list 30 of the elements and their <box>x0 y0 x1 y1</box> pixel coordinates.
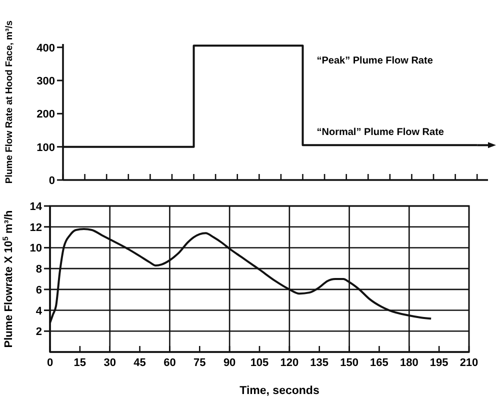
x-tick-label: 210 <box>460 357 478 369</box>
x-tick-label: 165 <box>370 357 388 369</box>
y-tick-label: 10 <box>30 242 42 255</box>
x-tick-label: 45 <box>134 357 146 369</box>
x-tick-label: 15 <box>74 357 86 369</box>
y-tick-label: 0 <box>48 175 55 187</box>
x-tick-label: 60 <box>164 357 176 369</box>
x-tick-label: 30 <box>104 357 116 369</box>
y-tick-label: 4 <box>36 305 43 318</box>
y-axis-title: Plume Flow Rate at Hood Face, m³/s <box>4 20 15 184</box>
y-tick-label: 200 <box>36 108 55 121</box>
x-tick-label: 180 <box>400 357 418 369</box>
y-tick-label: 2 <box>36 326 42 338</box>
x-tick-label: 105 <box>250 357 269 369</box>
y-tick-label: 12 <box>30 222 42 234</box>
y-tick-label: 14 <box>30 201 43 213</box>
y-tick-label: 400 <box>36 42 55 54</box>
y-tick-label: 100 <box>36 142 55 154</box>
annotation: “Peak” Plume Flow Rate <box>316 56 434 67</box>
x-tick-label: 90 <box>223 357 236 369</box>
x-tick-label: 135 <box>310 357 329 369</box>
x-tick-label: 195 <box>430 357 448 369</box>
y-tick-label: 300 <box>36 75 55 88</box>
x-tick-label: 150 <box>340 357 358 369</box>
y-tick-label: 8 <box>36 264 42 276</box>
annotation: “Normal” Plume Flow Rate <box>316 127 444 138</box>
y-tick-label: 6 <box>36 284 42 296</box>
x-tick-label: 75 <box>194 357 206 369</box>
x-axis-title: Time, seconds <box>240 385 320 397</box>
x-tick-label: 120 <box>280 357 299 369</box>
